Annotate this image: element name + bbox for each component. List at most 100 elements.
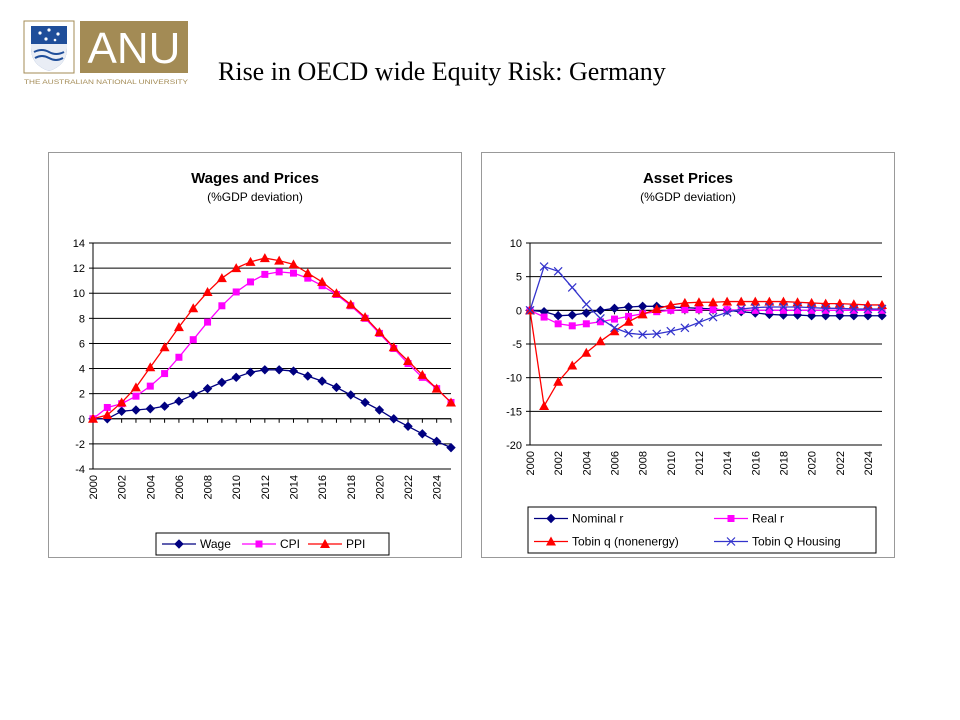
chart0-point-wage (389, 414, 399, 424)
chart1-point-tobin-q-housing (807, 303, 817, 313)
chart1-point-tobin-q-housing (750, 303, 760, 313)
chart1-point-tobin-q-housing (666, 326, 676, 336)
chart1-x-tick-label: 2004 (581, 451, 593, 475)
chart1-point-nominal-r (581, 308, 592, 318)
chart1-point-tobin-q-housing (764, 302, 774, 312)
chart1-legend-label-tobin-q-nonenergy: Tobin q (nonenergy) (572, 535, 679, 549)
chart1-point-tobin-q-housing (736, 304, 746, 314)
chart1-subtitle: (%GDP deviation) (640, 190, 736, 204)
chart1-point-nominal-r (623, 302, 634, 312)
chart1-point-real-r (681, 306, 689, 314)
chart1-y-tick-label: 5 (516, 272, 522, 284)
chart0-point-wage (274, 365, 284, 375)
chart1-point-tobin-q-nonenergy (750, 296, 761, 306)
chart1-point-tobin-q-housing (722, 307, 732, 317)
chart0-x-tick-label: 2006 (174, 475, 186, 499)
chart0-y-tick-label: 6 (79, 338, 85, 350)
chart1-legend-marker-tobin-q-housing (726, 537, 736, 546)
chart0-y-tick-label: 10 (73, 288, 85, 300)
chart0-y-tick-label: -2 (75, 439, 85, 451)
wages-prices-chart: Wages and Prices (%GDP deviation) -4 -2 0 2 4 6… (48, 152, 462, 558)
chart0-point-cpi (232, 288, 240, 296)
chart1-point-tobin-q-housing (525, 305, 535, 315)
chart1-point-nominal-r (637, 301, 648, 312)
chart1-point-real-r (737, 306, 745, 314)
chart1-x-tick-label: 2012 (694, 451, 706, 475)
chart0-point-wage (260, 365, 270, 375)
chart0-point-ppi (288, 259, 299, 269)
chart0-point-ppi (374, 327, 385, 337)
chart1-point-nominal-r (595, 305, 606, 316)
chart0-x-tick-label: 2016 (317, 475, 329, 499)
chart1-point-nominal-r (553, 311, 563, 321)
chart1-point-tobin-q-nonenergy (679, 297, 690, 307)
chart0-point-wage (331, 382, 342, 393)
chart1-series-line-tobin-q-nonenergy (529, 300, 882, 408)
chart1-point-tobin-q-housing (779, 302, 788, 312)
chart0-point-wage (403, 421, 413, 432)
chart1-point-tobin-q-housing (610, 323, 619, 333)
chart1-point-real-r (625, 312, 633, 320)
chart1-point-tobin-q-nonenergy (567, 360, 578, 370)
chart1-legend-marker-real-r (727, 515, 735, 522)
chart0-point-wage (431, 436, 442, 447)
chart0-point-wage (159, 401, 170, 411)
chart0-x-tick-label: 2012 (260, 475, 272, 499)
chart1-point-real-r (878, 306, 886, 314)
chart1-point-tobin-q-housing (652, 329, 662, 339)
chart1-point-tobin-q-nonenergy (553, 376, 564, 386)
chart0-point-ppi (403, 356, 414, 366)
chart1-point-real-r (765, 306, 773, 314)
chart1-x-tick-label: 2010 (666, 451, 678, 475)
chart0-y-tick-label: 4 (79, 364, 85, 376)
chart0-point-cpi (218, 302, 226, 310)
chart1-point-tobin-q-nonenergy (595, 336, 606, 346)
chart0-x-tick-label: 2004 (145, 475, 157, 499)
wages-prices-chart-svg: Wages and Prices (%GDP deviation) -4 -2 0 2 4 6… (73, 170, 456, 556)
chart1-point-tobin-q-nonenergy (609, 326, 620, 336)
chart1-legend-label-tobin-q-housing: Tobin Q Housing (752, 535, 841, 549)
chart1-y-tick-label: -15 (506, 406, 522, 418)
chart0-point-wage (360, 397, 370, 408)
chart1-point-real-r (864, 306, 872, 314)
anu-logo: ANU THE AUSTRALIAN NATIONAL UNIVERSITY (22, 18, 190, 90)
chart0-y-tick-label: 12 (73, 263, 85, 275)
chart1-x-tick-label: 2014 (722, 451, 734, 475)
chart1-point-real-r (779, 306, 787, 314)
chart1-point-nominal-r (567, 310, 577, 320)
chart1-point-tobin-q-nonenergy (581, 347, 592, 357)
chart0-x-tick-label: 2000 (88, 475, 100, 499)
chart0-point-ppi (360, 312, 371, 322)
chart0-y-tick-label: -4 (75, 464, 85, 476)
chart1-point-tobin-q-nonenergy (623, 316, 634, 326)
chart1-point-tobin-q-housing (835, 303, 845, 313)
chart1-point-tobin-q-housing (694, 318, 704, 327)
chart0-point-ppi (231, 263, 242, 273)
chart0-point-ppi (317, 276, 328, 286)
chart1-x-tick-label: 2002 (553, 451, 565, 475)
chart1-point-real-r (850, 306, 858, 314)
chart0-series-ppi (88, 253, 456, 423)
chart0-point-ppi (446, 397, 456, 407)
chart1-point-tobin-q-nonenergy (651, 303, 662, 313)
chart0-point-ppi (88, 413, 98, 423)
chart0-point-ppi (431, 383, 442, 393)
chart0-legend-marker-cpi (255, 540, 263, 548)
chart1-point-real-r (610, 315, 618, 323)
chart0-point-wage (317, 376, 327, 386)
chart1-point-tobin-q-housing (539, 262, 549, 271)
chart1-y-tick-label: -10 (506, 373, 522, 385)
chart0-point-cpi (204, 318, 212, 326)
chart1-legend-label-real-r: Real r (752, 512, 784, 526)
chart1-point-tobin-q-housing (708, 312, 718, 322)
chart0-point-ppi (173, 322, 184, 332)
chart0-x-tick-label: 2010 (231, 475, 243, 499)
chart0-point-ppi (216, 273, 227, 283)
chart1-point-real-r (554, 320, 562, 328)
chart1-point-tobin-q-housing (849, 304, 859, 314)
chart0-point-cpi (132, 392, 140, 400)
chart1-point-tobin-q-housing (624, 328, 633, 338)
chart1-point-tobin-q-housing (553, 266, 563, 276)
chart0-x-tick-label: 2008 (203, 475, 215, 499)
chart0-point-cpi (289, 269, 297, 277)
